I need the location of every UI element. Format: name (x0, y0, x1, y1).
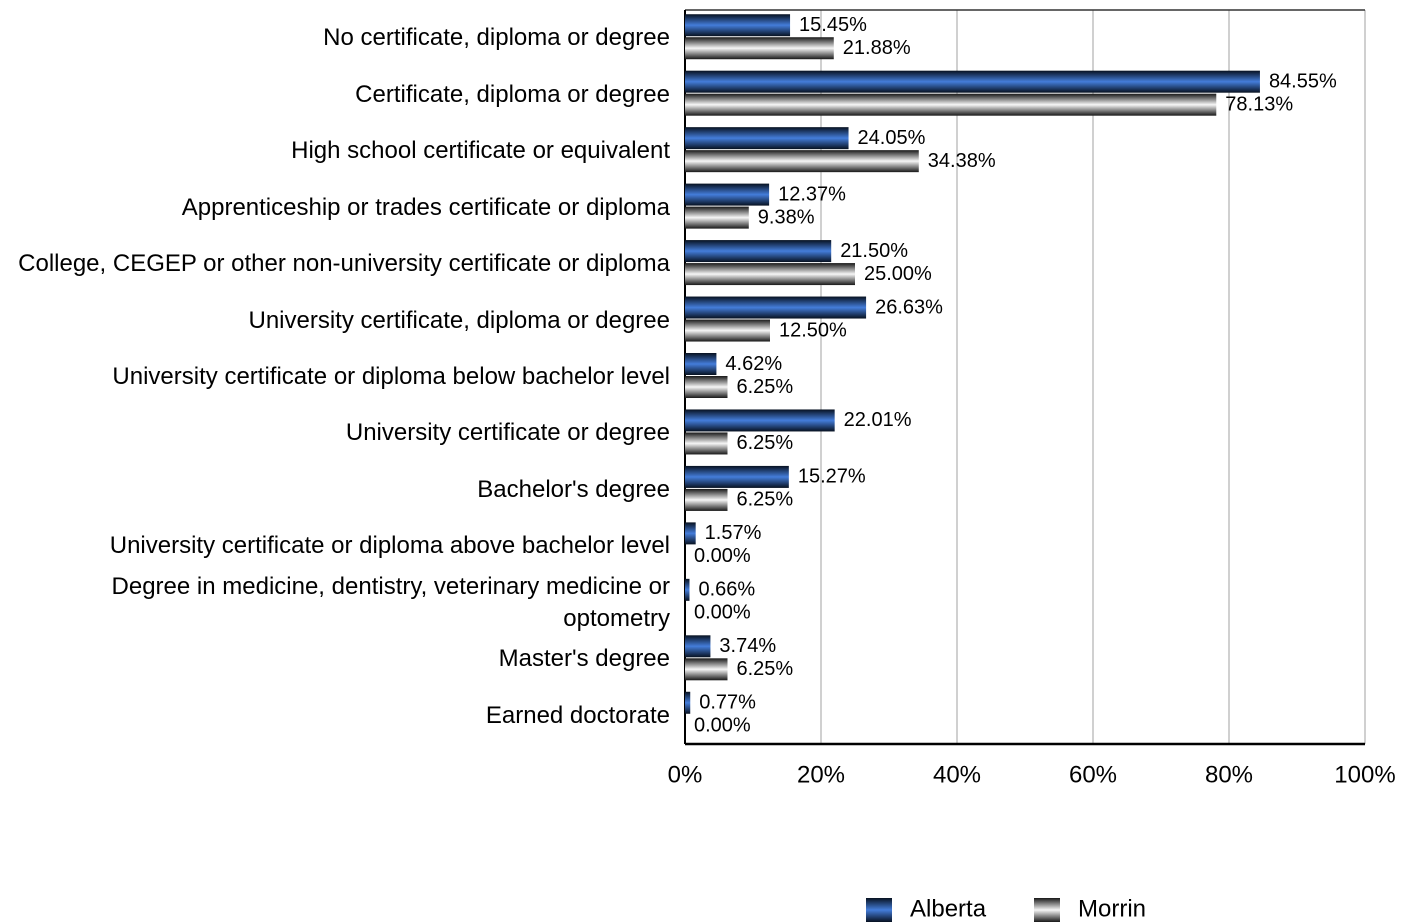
value-label: 9.38% (758, 206, 815, 228)
x-tick-label: 60% (1069, 761, 1117, 788)
x-tick-label: 40% (933, 761, 981, 788)
value-label: 0.77% (699, 692, 756, 714)
y-tick-label: University certificate, diploma or degre… (248, 306, 670, 334)
bar (685, 296, 867, 319)
value-label: 25.00% (864, 263, 932, 285)
value-label: 12.37% (778, 183, 846, 205)
value-label: 0.00% (694, 545, 751, 567)
value-label: 4.62% (725, 353, 782, 375)
legend-swatch (1034, 898, 1060, 922)
value-label: 1.57% (705, 522, 762, 544)
y-tick-label: High school certificate or equivalent (291, 137, 670, 165)
value-label: 6.25% (737, 489, 794, 511)
bar (685, 465, 789, 488)
bar (685, 37, 834, 60)
bar (685, 14, 791, 37)
bar (685, 578, 690, 601)
legend-swatch (866, 898, 892, 922)
value-label: 6.25% (737, 658, 794, 680)
value-label: 12.50% (779, 319, 847, 341)
x-tick-label: 20% (797, 761, 845, 788)
value-label: 21.50% (840, 240, 908, 262)
value-label: 26.63% (875, 296, 943, 318)
bar (685, 658, 728, 681)
y-tick-label: Apprenticeship or trades certificate or … (181, 193, 670, 221)
bar (685, 522, 696, 545)
bar (685, 691, 691, 714)
bar (685, 70, 1260, 93)
value-label: 0.00% (694, 602, 751, 624)
bar (685, 127, 849, 150)
y-tick-label: Earned doctorate (485, 701, 670, 729)
legend-label: Alberta (910, 895, 987, 922)
bar (685, 353, 717, 375)
y-tick-label: Bachelor's degree (477, 475, 670, 503)
value-label: 6.25% (737, 376, 794, 398)
bar (685, 319, 770, 342)
value-label: 34.38% (928, 150, 996, 172)
x-tick-label: 80% (1205, 761, 1253, 788)
y-tick-label: University certificate or diploma below … (112, 363, 670, 390)
bar (685, 488, 728, 511)
bar (685, 635, 711, 658)
value-label: 3.74% (719, 635, 776, 657)
value-label: 15.45% (799, 14, 867, 36)
bar (685, 240, 832, 263)
bar (685, 183, 770, 206)
bar (685, 93, 1217, 116)
value-label: 78.13% (1225, 93, 1293, 115)
value-label: 15.27% (798, 466, 866, 488)
value-label: 21.88% (843, 37, 911, 59)
bar (685, 376, 728, 398)
y-tick-label: University certificate or degree (345, 419, 670, 447)
y-tick-label: No certificate, diploma or degree (323, 24, 670, 52)
value-label: 24.05% (858, 127, 926, 149)
y-tick-label: Master's degree (498, 645, 670, 673)
bar (685, 206, 749, 229)
x-tick-label: 100% (1334, 761, 1395, 788)
value-label: 0.00% (694, 715, 751, 737)
bar (685, 409, 835, 432)
legend-label: Morrin (1078, 895, 1146, 922)
bar (685, 432, 728, 455)
value-label: 0.66% (698, 579, 755, 601)
value-label: 6.25% (737, 432, 794, 454)
bar (685, 263, 855, 286)
y-tick-label: Certificate, diploma or degree (355, 80, 670, 108)
y-tick-label: University certificate or diploma above … (109, 532, 670, 560)
bar (685, 150, 919, 173)
y-tick-label: College, CEGEP or other non-university c… (18, 250, 670, 278)
x-tick-label: 0% (668, 761, 703, 788)
value-label: 84.55% (1269, 70, 1337, 92)
value-label: 22.01% (844, 409, 912, 431)
y-tick-label: Degree in medicine, dentistry, veterinar… (111, 572, 670, 632)
